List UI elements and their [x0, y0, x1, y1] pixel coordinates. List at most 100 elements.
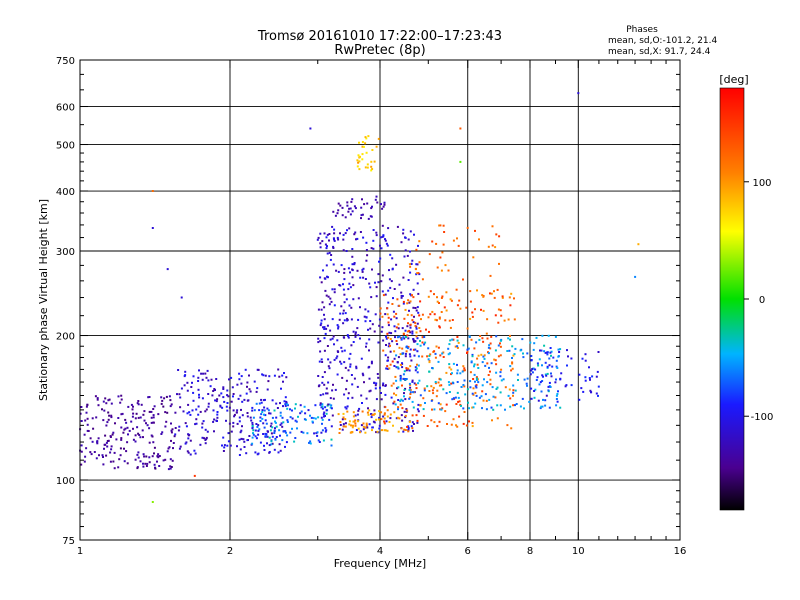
- data-point: [139, 460, 142, 463]
- data-point: [357, 297, 360, 300]
- data-point: [342, 416, 345, 419]
- data-point: [471, 353, 474, 356]
- data-point: [388, 342, 391, 345]
- data-point: [263, 413, 265, 416]
- data-point: [374, 281, 376, 284]
- data-point: [356, 413, 359, 416]
- data-point: [336, 236, 339, 239]
- data-point: [226, 409, 229, 412]
- data-point: [318, 360, 321, 363]
- data-point: [226, 389, 229, 392]
- data-point: [321, 429, 324, 432]
- data-point: [252, 432, 254, 435]
- data-point: [407, 238, 410, 241]
- data-point: [325, 264, 328, 267]
- data-point: [188, 411, 191, 414]
- data-point: [389, 363, 392, 366]
- data-point: [436, 389, 439, 392]
- data-point: [456, 336, 459, 338]
- data-point: [261, 373, 264, 376]
- data-point: [399, 379, 402, 382]
- data-point: [346, 229, 348, 232]
- data-point: [371, 268, 373, 271]
- colorbar-tick-label: 100: [752, 178, 771, 189]
- data-point: [395, 394, 398, 397]
- data-point: [328, 239, 330, 242]
- data-point: [460, 404, 462, 407]
- data-point: [428, 330, 430, 333]
- data-point: [419, 339, 421, 342]
- data-point: [489, 378, 492, 381]
- data-point: [351, 276, 354, 279]
- data-point: [444, 319, 447, 322]
- data-point: [342, 288, 345, 291]
- x-tick-label: 10: [572, 546, 585, 557]
- data-point: [197, 405, 200, 408]
- data-point: [158, 465, 161, 467]
- data-point: [323, 306, 326, 309]
- data-point: [396, 225, 399, 228]
- data-point: [394, 403, 397, 406]
- data-point: [435, 345, 438, 348]
- data-point: [110, 414, 113, 417]
- data-point: [381, 207, 384, 210]
- data-point: [279, 411, 282, 414]
- data-point: [266, 407, 269, 410]
- data-point: [325, 429, 328, 432]
- data-point: [373, 330, 376, 333]
- data-point: [328, 367, 331, 370]
- data-point: [401, 407, 404, 410]
- data-point: [151, 190, 154, 192]
- data-point: [499, 309, 502, 312]
- data-point: [542, 375, 544, 378]
- x-tick-label: 4: [377, 546, 383, 557]
- data-point: [125, 421, 128, 424]
- data-point: [509, 405, 512, 408]
- data-point: [435, 242, 438, 245]
- data-point: [264, 435, 267, 438]
- data-point: [438, 316, 441, 319]
- data-point: [408, 389, 411, 391]
- data-point: [178, 447, 181, 450]
- data-point: [400, 294, 403, 297]
- data-point: [156, 455, 159, 458]
- data-point: [319, 402, 322, 405]
- data-point: [450, 382, 453, 385]
- data-point: [80, 406, 83, 408]
- data-point: [131, 415, 134, 418]
- data-point: [510, 369, 513, 372]
- data-point: [507, 337, 510, 340]
- data-point: [400, 296, 403, 299]
- data-point: [178, 393, 181, 396]
- data-point: [442, 351, 445, 354]
- data-point: [371, 426, 374, 429]
- data-point: [387, 289, 390, 292]
- data-point: [284, 403, 287, 406]
- data-point: [273, 374, 276, 377]
- data-point: [458, 299, 461, 302]
- data-point: [395, 354, 398, 357]
- data-point: [319, 394, 322, 397]
- data-point: [469, 380, 472, 383]
- data-point: [512, 384, 515, 387]
- data-point: [481, 294, 484, 297]
- data-point: [383, 201, 386, 204]
- data-point: [320, 358, 323, 361]
- data-point: [264, 398, 266, 401]
- data-point: [327, 381, 330, 384]
- data-point: [458, 415, 461, 418]
- data-point: [207, 405, 210, 408]
- data-point: [423, 343, 426, 346]
- data-point: [486, 362, 489, 365]
- data-point: [409, 250, 411, 253]
- data-point: [471, 406, 474, 409]
- data-point: [257, 424, 260, 427]
- data-point: [480, 353, 483, 356]
- data-point: [164, 425, 167, 428]
- data-point: [500, 379, 503, 382]
- data-point: [343, 301, 346, 304]
- data-point: [447, 381, 450, 384]
- data-point: [252, 416, 255, 419]
- data-point: [393, 350, 396, 353]
- data-point: [473, 363, 476, 366]
